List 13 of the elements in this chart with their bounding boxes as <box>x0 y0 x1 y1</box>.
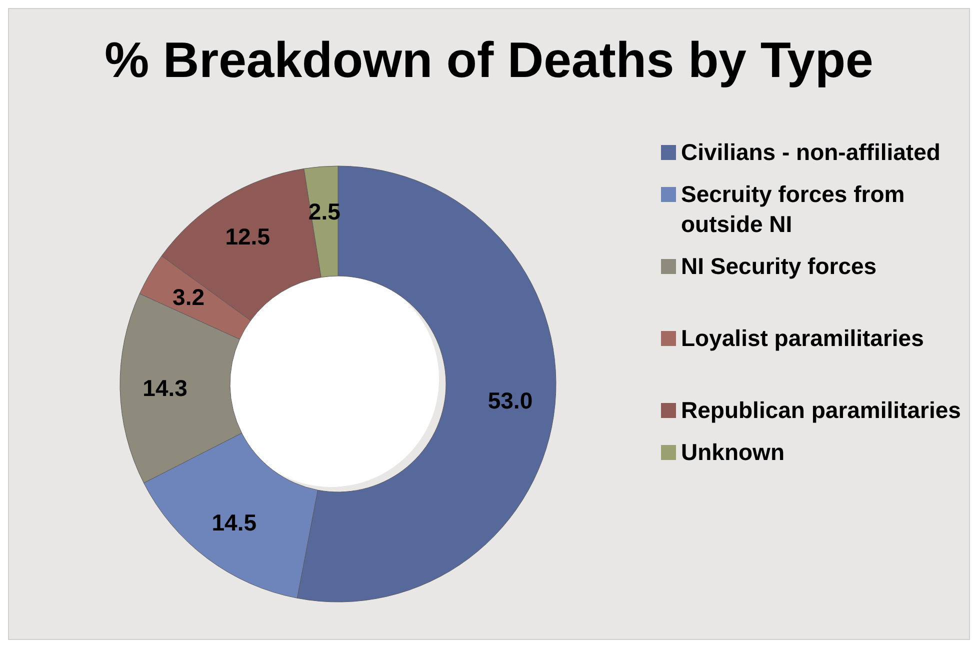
chart-title: % Breakdown of Deaths by Type <box>104 31 874 89</box>
legend-label: Loyalist paramilitaries <box>681 324 925 353</box>
data-label: 14.3 <box>142 374 188 401</box>
legend-label: Unknown <box>681 438 786 467</box>
legend-label: Secruity forces from outside NI <box>681 180 906 239</box>
data-label: 12.5 <box>225 223 270 250</box>
data-label: 14.5 <box>212 509 257 536</box>
data-label: 3.2 <box>172 284 205 310</box>
data-label: 2.5 <box>308 198 341 225</box>
legend-label: Civilians - non-affiliated <box>681 138 942 167</box>
data-label: 53.0 <box>488 387 533 414</box>
legend-label: Republican paramilitaries <box>681 396 961 425</box>
legend-label: NI Security forces <box>681 252 878 281</box>
